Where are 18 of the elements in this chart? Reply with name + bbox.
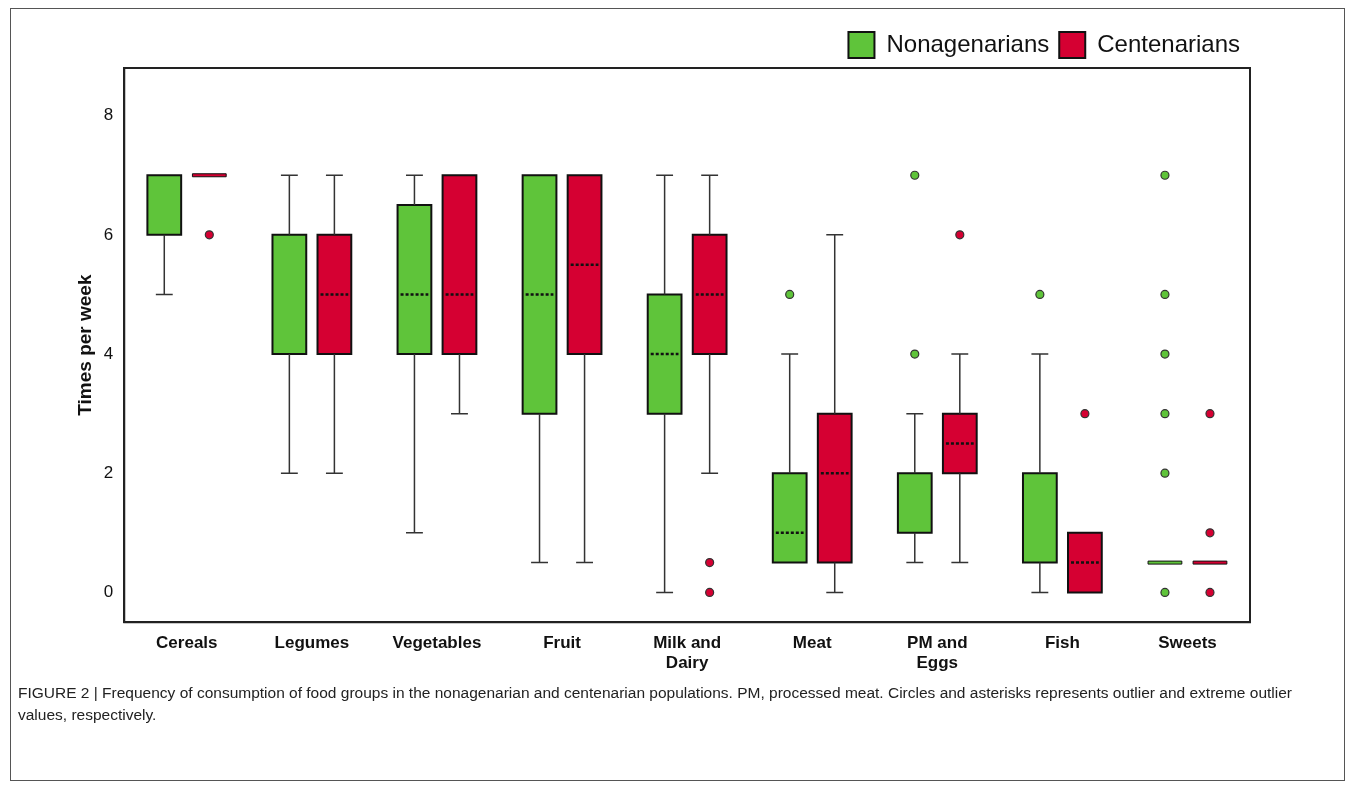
y-tick-label: 0: [103, 582, 114, 602]
x-tick-label: Cereals: [156, 633, 218, 653]
x-tick-label: Meat: [792, 633, 832, 653]
x-tick-label: Fruit: [543, 633, 582, 653]
legend-label: Centenarians: [1097, 29, 1241, 57]
y-tick-label: 8: [103, 105, 114, 125]
x-tick-label: Sweets: [1158, 633, 1217, 653]
y-tick-label: 4: [103, 343, 114, 363]
x-tick-label: Milk and Dairy: [653, 633, 722, 673]
caption: FIGURE 2 | Frequency of consumption of food groups in the nonagenarian and centenarian populations. PM, processed meat. Circles and asterisks represents outlier and extreme outlier values, respectively.: [18, 683, 1293, 725]
legend-label: Nonagenarians: [886, 29, 1050, 57]
x-tick-label: Vegetables: [392, 633, 482, 653]
x-tick-label: Fish: [1044, 633, 1080, 653]
y-tick-label: 6: [103, 224, 114, 244]
x-tick-label: PM and Eggs: [907, 633, 968, 673]
y-axis-title: Times per week: [73, 274, 95, 416]
y-tick-label: 2: [103, 462, 114, 482]
x-tick-label: Legumes: [274, 633, 350, 653]
